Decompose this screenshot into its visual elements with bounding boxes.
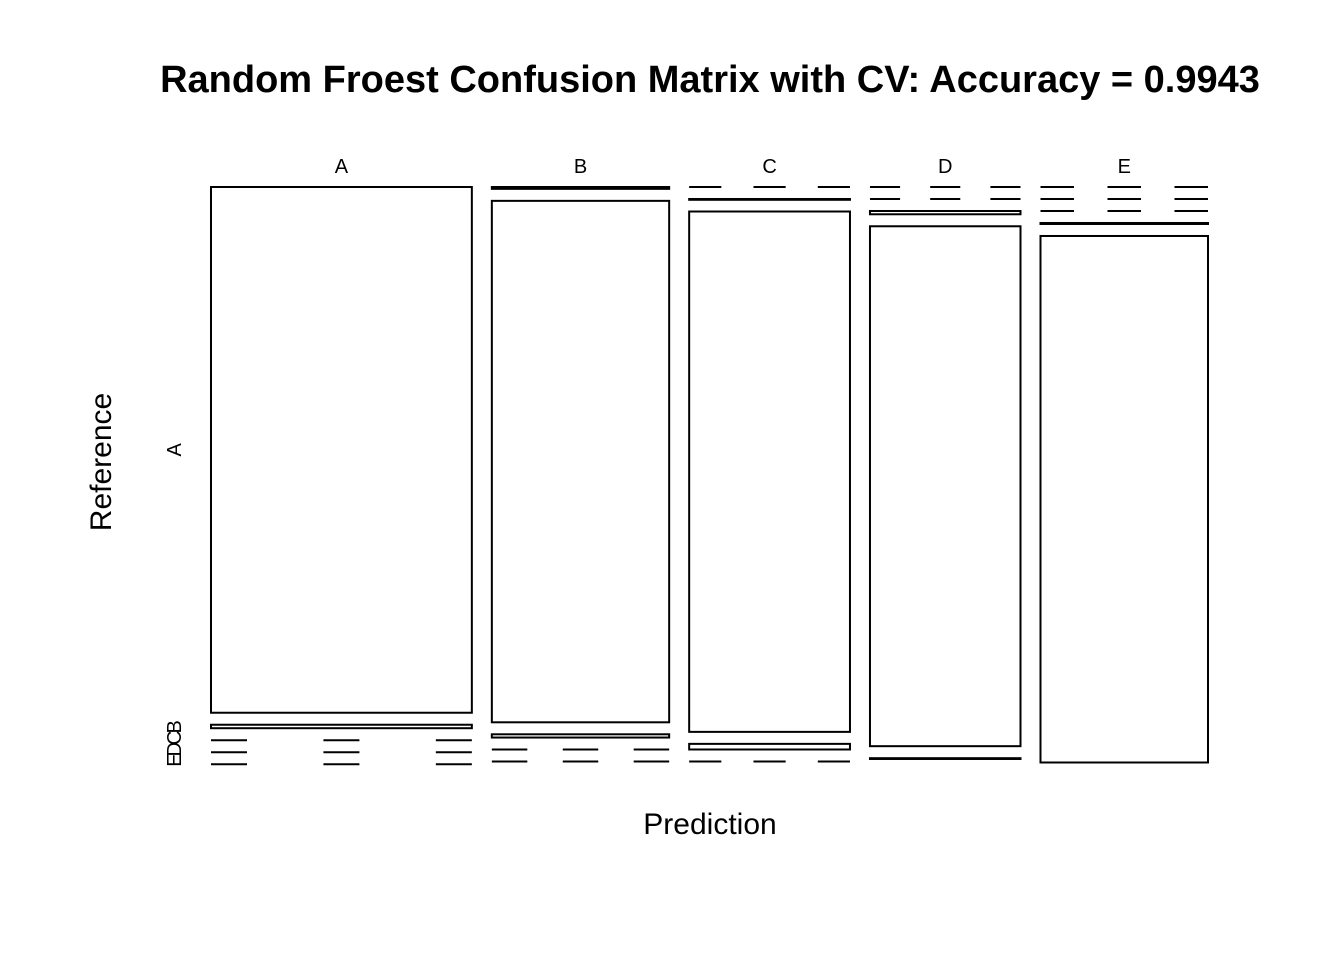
- mosaic-cell: [1039, 234, 1210, 764]
- mosaic-cell: [688, 198, 851, 201]
- mosaic-cell: [490, 186, 671, 190]
- y-axis-label: Reference: [85, 393, 118, 531]
- mosaic-cell: [210, 186, 473, 714]
- y-tick-label: A: [164, 443, 186, 457]
- mosaic-cell: [210, 723, 473, 730]
- x-tick-label: C: [762, 156, 776, 178]
- mosaic-cell: [490, 733, 671, 739]
- x-tick-labels: A B C D E: [335, 156, 1131, 178]
- x-tick-label: A: [335, 156, 349, 178]
- mosaic-cell: [868, 210, 1022, 216]
- mosaic-cell: [868, 225, 1022, 748]
- y-tick-labels: A EDCB: [164, 443, 186, 767]
- x-axis-label: Prediction: [643, 808, 776, 841]
- mosaic-cell: [688, 742, 851, 751]
- x-tick-label: E: [1118, 156, 1131, 178]
- mosaic-cell: [868, 757, 1022, 760]
- x-tick-label: B: [574, 156, 587, 178]
- mosaic-cell: [490, 199, 671, 724]
- x-tick-label: D: [938, 156, 952, 178]
- y-tick-label: EDCB: [164, 721, 186, 767]
- mosaic-cell: [1039, 222, 1210, 225]
- chart-title: Random Froest Confusion Matrix with CV: …: [160, 59, 1260, 101]
- mosaic-cells: [210, 186, 1210, 766]
- mosaic-cell: [688, 210, 851, 733]
